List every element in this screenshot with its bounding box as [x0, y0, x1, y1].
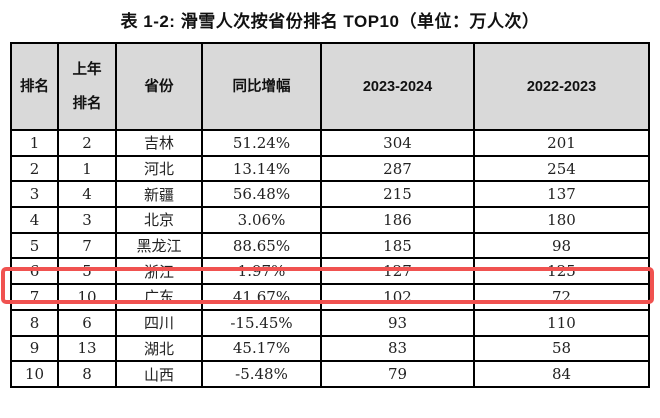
cell-prev-rank: 3: [57, 206, 117, 234]
cell-yoy-growth: -15.45%: [201, 308, 322, 337]
cell-yoy-growth: -5.48%: [201, 360, 322, 388]
cell-yoy-growth: 13.14%: [201, 154, 322, 183]
cell-prev-rank: 7: [57, 231, 117, 260]
cell-season-2022-2023: 84: [473, 360, 650, 388]
page-title: 表 1-2: 滑雪人次按省份排名 TOP10（单位：万人次）: [120, 12, 540, 31]
cell-season-2023-2024: 186: [320, 206, 475, 234]
cell-rank: 10: [10, 360, 59, 388]
cell-season-2022-2023: 254: [473, 154, 650, 183]
col-header-province: 省份: [115, 42, 203, 131]
table-row: 8 6 四川 -15.45% 93 110: [10, 308, 650, 337]
cell-province: 山西: [115, 360, 203, 388]
cell-province: 湖北: [115, 334, 203, 363]
cell-season-2023-2024: 215: [320, 180, 475, 209]
cell-prev-rank: 8: [57, 360, 117, 388]
cell-yoy-growth: 1.97%: [201, 257, 322, 286]
cell-season-2022-2023: 137: [473, 180, 650, 209]
table-row: 2 1 河北 13.14% 287 254: [10, 154, 650, 183]
cell-province: 广东: [115, 283, 203, 311]
cell-prev-rank: 2: [57, 129, 117, 157]
cell-province: 黑龙江: [115, 231, 203, 260]
cell-rank: 1: [10, 129, 59, 157]
table-row: 5 7 黑龙江 88.65% 185 98: [10, 231, 650, 260]
cell-yoy-growth: 41.67%: [201, 283, 322, 311]
cell-season-2023-2024: 83: [320, 334, 475, 363]
table-row: 10 8 山西 -5.48% 79 84: [10, 360, 650, 388]
cell-season-2023-2024: 287: [320, 154, 475, 183]
cell-rank: 7: [10, 283, 59, 311]
cell-prev-rank: 4: [57, 180, 117, 209]
table-row-highlighted: 6 5 浙江 1.97% 127 125: [10, 257, 650, 286]
cell-prev-rank: 6: [57, 308, 117, 337]
cell-season-2023-2024: 127: [320, 257, 475, 286]
col-header-season-2022-2023: 2022-2023: [473, 42, 650, 131]
cell-rank: 8: [10, 308, 59, 337]
cell-yoy-growth: 3.06%: [201, 206, 322, 234]
cell-province: 新疆: [115, 180, 203, 209]
cell-rank: 2: [10, 154, 59, 183]
ranking-table: 排名 上年 排名 省份 同比增幅 2023-2024 2022-2023 1 2…: [10, 42, 650, 388]
cell-season-2022-2023: 72: [473, 283, 650, 311]
cell-season-2023-2024: 304: [320, 129, 475, 157]
cell-season-2023-2024: 185: [320, 231, 475, 260]
table-body: 1 2 吉林 51.24% 304 201 2 1 河北 13.14% 287 …: [10, 129, 650, 388]
cell-season-2022-2023: 58: [473, 334, 650, 363]
cell-yoy-growth: 45.17%: [201, 334, 322, 363]
table-header: 排名 上年 排名 省份 同比增幅 2023-2024 2022-2023: [10, 42, 650, 131]
cell-yoy-growth: 56.48%: [201, 180, 322, 209]
col-header-season-2023-2024: 2023-2024: [320, 42, 475, 131]
cell-season-2022-2023: 180: [473, 206, 650, 234]
cell-season-2022-2023: 98: [473, 231, 650, 260]
cell-season-2022-2023: 125: [473, 257, 650, 286]
cell-prev-rank: 10: [57, 283, 117, 311]
cell-rank: 9: [10, 334, 59, 363]
cell-province: 吉林: [115, 129, 203, 157]
cell-season-2023-2024: 93: [320, 308, 475, 337]
cell-season-2022-2023: 110: [473, 308, 650, 337]
cell-yoy-growth: 51.24%: [201, 129, 322, 157]
cell-prev-rank: 1: [57, 154, 117, 183]
table-row: 1 2 吉林 51.24% 304 201: [10, 129, 650, 157]
cell-province: 浙江: [115, 257, 203, 286]
cell-season-2023-2024: 102: [320, 283, 475, 311]
table-row: 9 13 湖北 45.17% 83 58: [10, 334, 650, 363]
cell-province: 四川: [115, 308, 203, 337]
cell-prev-rank: 13: [57, 334, 117, 363]
table-row: 3 4 新疆 56.48% 215 137: [10, 180, 650, 209]
cell-rank: 6: [10, 257, 59, 286]
header-row: 排名 上年 排名 省份 同比增幅 2023-2024 2022-2023: [10, 42, 650, 131]
col-header-prev-rank: 上年 排名: [57, 42, 117, 131]
col-header-yoy-growth: 同比增幅: [201, 42, 322, 131]
cell-season-2022-2023: 201: [473, 129, 650, 157]
cell-rank: 5: [10, 231, 59, 260]
table-row: 7 10 广东 41.67% 102 72: [10, 283, 650, 311]
cell-rank: 4: [10, 206, 59, 234]
cell-yoy-growth: 88.65%: [201, 231, 322, 260]
table-row: 4 3 北京 3.06% 186 180: [10, 206, 650, 234]
col-header-rank: 排名: [10, 42, 59, 131]
cell-season-2023-2024: 79: [320, 360, 475, 388]
cell-province: 河北: [115, 154, 203, 183]
cell-prev-rank: 5: [57, 257, 117, 286]
cell-rank: 3: [10, 180, 59, 209]
cell-province: 北京: [115, 206, 203, 234]
